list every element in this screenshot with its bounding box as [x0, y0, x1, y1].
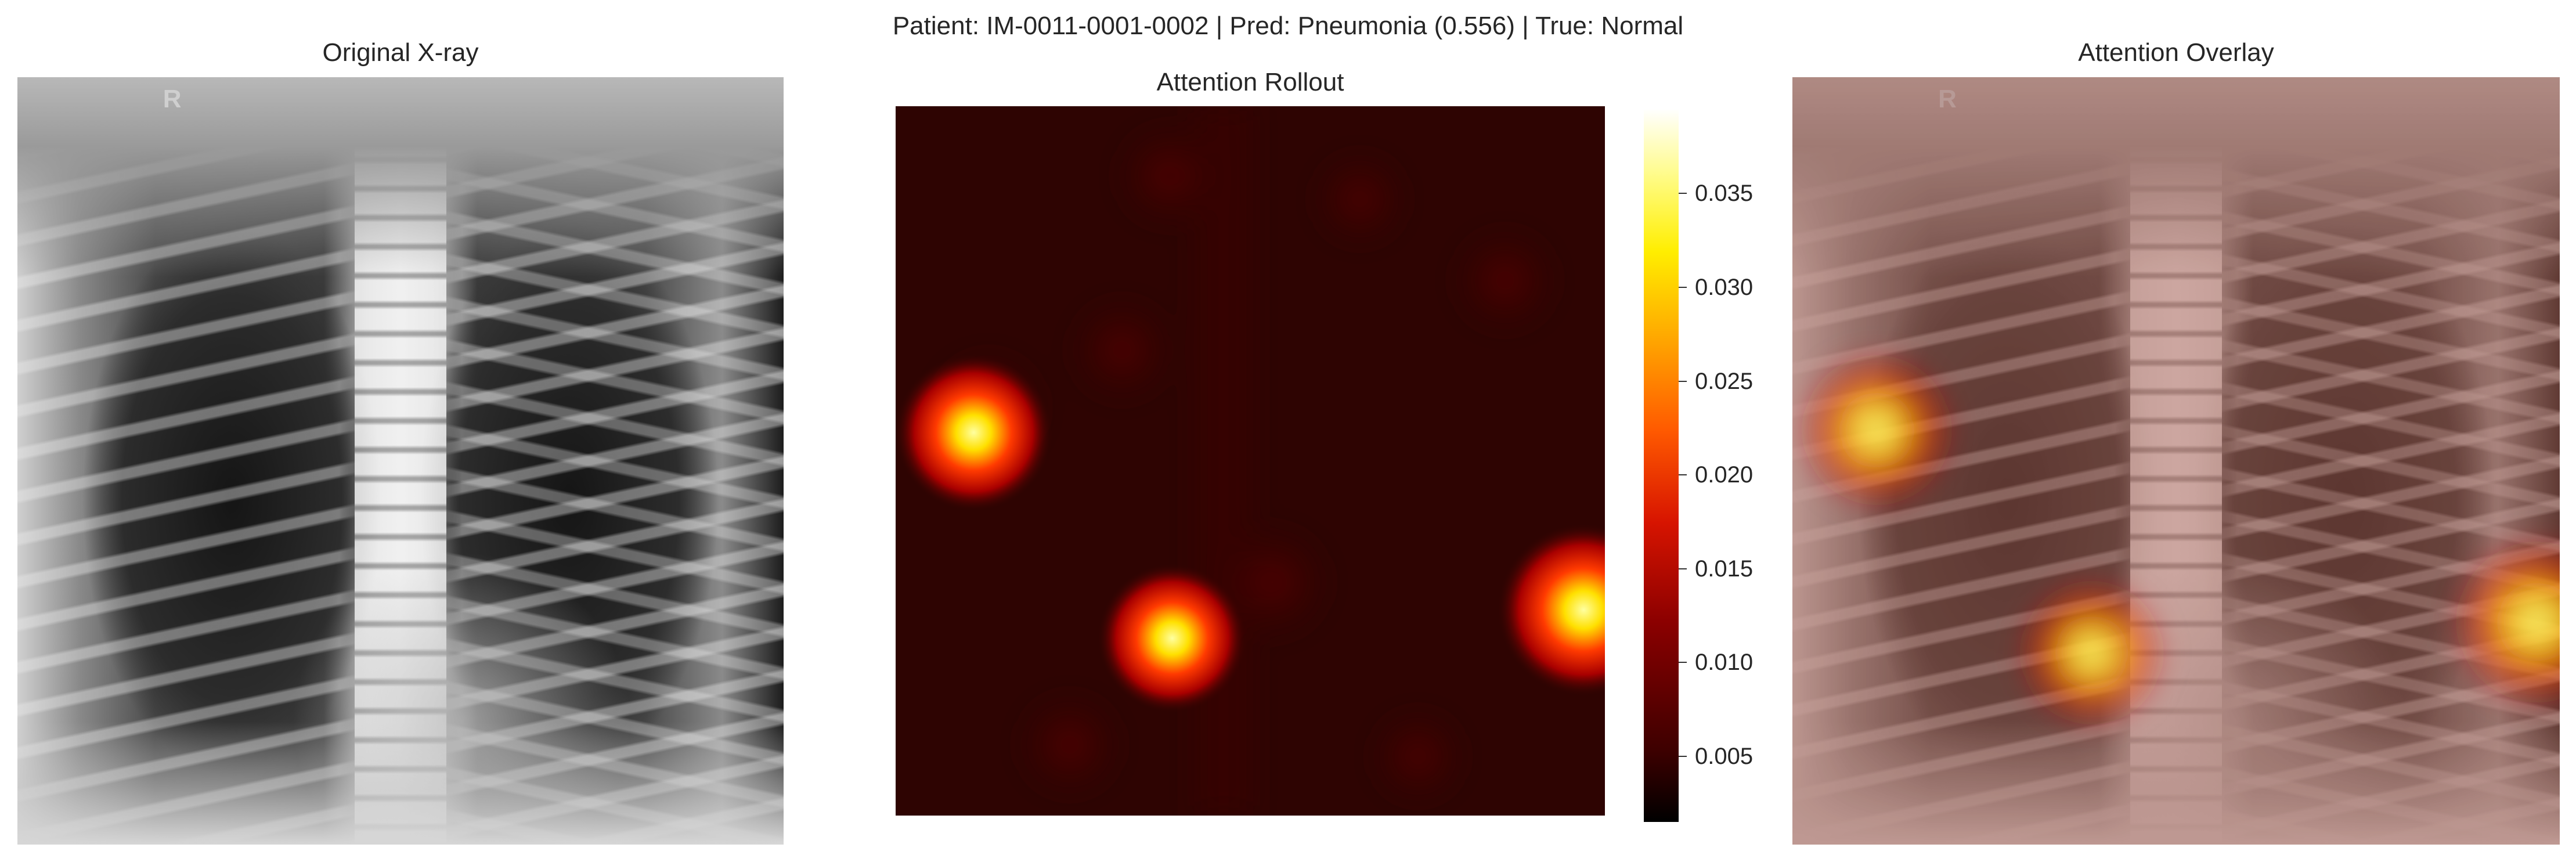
- attention-rollout-title: Attention Rollout: [1156, 68, 1344, 96]
- colorbar-tick: [1679, 193, 1687, 194]
- overlay-hotspot: [1794, 347, 1960, 514]
- colorbar-tick-label: 0.030: [1695, 275, 1754, 300]
- colorbar-tick-label: 0.035: [1695, 181, 1754, 207]
- original-xray-title: Original X-ray: [322, 38, 479, 67]
- attention-hotspot: [1097, 563, 1247, 713]
- overlay-svg: [1794, 347, 2560, 731]
- colorbar-tick: [1679, 380, 1687, 382]
- overlay-hotspots: [1794, 347, 2560, 731]
- colorbar-tick-label: 0.025: [1695, 368, 1754, 394]
- colorbar-tick-label: 0.015: [1695, 556, 1754, 582]
- heatmap-svg: [896, 106, 1605, 816]
- colorbar-tick-label: 0.005: [1695, 743, 1754, 769]
- figure-title: Patient: IM-0011-0001-0002 | Pred: Pneum…: [892, 12, 1684, 40]
- colorbar-tick: [1679, 474, 1687, 476]
- xray-side-marker: R: [163, 85, 182, 114]
- attention-hotspot: [896, 353, 1053, 512]
- original-xray-image: R: [17, 77, 784, 845]
- attention-hotspot: [1497, 523, 1605, 697]
- colorbar-tick-label: 0.010: [1695, 650, 1754, 676]
- attention-overlay-title: Attention Overlay: [2078, 38, 2274, 67]
- colorbar: [1644, 109, 1679, 822]
- attention-hotspots: [896, 353, 1605, 713]
- overlay-hotspot: [2445, 531, 2560, 713]
- overlay-hotspot: [2013, 574, 2170, 731]
- colorbar-tick: [1679, 755, 1687, 757]
- attention-overlay-image: R: [1792, 77, 2560, 845]
- colorbar-tick: [1679, 568, 1687, 569]
- xray-side-marker: R: [1938, 85, 1957, 114]
- colorbar-tick-label: 0.020: [1695, 462, 1754, 488]
- colorbar-tick: [1679, 662, 1687, 663]
- colorbar-tick: [1679, 287, 1687, 288]
- attention-rollout-heatmap: [896, 106, 1605, 816]
